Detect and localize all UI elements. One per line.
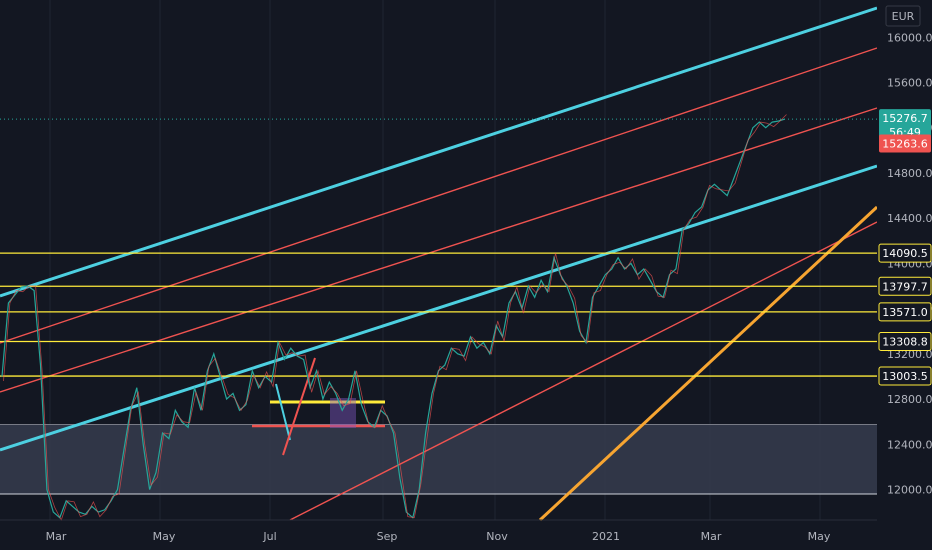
level-price-text: 13797.7 (882, 280, 928, 293)
current-price-text: 15276.7 (882, 112, 928, 125)
horizontal-levels (0, 252, 877, 377)
red-channel-3 (289, 221, 878, 521)
price-series-shadow (3, 114, 787, 522)
red-price-tag (879, 134, 931, 153)
y-axis-price-labels: 14090.5 13797.7 13571.0 13308.8 13003.5 15276… (878, 109, 932, 386)
x-tick-label: Mar (46, 530, 67, 543)
level-price-tag (878, 276, 932, 296)
cyan-arrow (275, 383, 291, 441)
red-channel-2 (0, 107, 878, 393)
y-tick-label: 15600.0 (887, 77, 932, 90)
y-tick-label: 13200.0 (887, 348, 932, 361)
cyan-channel-upper (0, 6, 878, 298)
y-tick-label: 12400.0 (887, 438, 932, 451)
level-price-tag (878, 332, 932, 352)
y-tick-label: 16000.0 (887, 31, 932, 44)
level-price-text: 14090.5 (882, 247, 928, 260)
currency-label: EUR (892, 10, 915, 23)
cyan-channel-lower (0, 164, 878, 452)
y-axis-panel (877, 0, 932, 550)
current-price-tag (879, 109, 931, 142)
level-price-text: 13003.5 (882, 370, 928, 383)
level-price-tag (878, 243, 932, 263)
currency-badge[interactable] (885, 5, 921, 27)
level-price-tag (878, 302, 932, 322)
red-arrow (282, 357, 316, 456)
level-price-text: 13308.8 (882, 336, 928, 349)
july-annotations (252, 357, 385, 456)
red-channel-1 (0, 47, 878, 344)
x-tick-label: Nov (486, 530, 508, 543)
level-price-text: 13571.0 (882, 306, 928, 319)
y-tick-label: 12800.0 (887, 393, 932, 406)
x-tick-label: May (153, 530, 176, 543)
red-price-text: 15263.6 (882, 138, 928, 151)
price-series-line (1, 118, 786, 519)
x-tick-label: Mar (701, 530, 722, 543)
x-tick-label: May (808, 530, 831, 543)
orange-trendline (538, 205, 879, 522)
y-tick-label: 14400.0 (887, 212, 932, 225)
level-price-tag (878, 366, 932, 386)
y-tick-label: 12000.0 (887, 483, 932, 496)
trendlines (0, 6, 879, 522)
x-tick-label: Jul (262, 530, 276, 543)
purple-box (330, 398, 356, 428)
shaded-zone (0, 424, 877, 494)
x-axis-ticks: Mar May Jul Sep Nov 2021 Mar May (46, 530, 831, 543)
y-tick-label: 14800.0 (887, 167, 932, 180)
x-tick-label: Sep (377, 530, 398, 543)
x-tick-label: 2021 (592, 530, 620, 543)
